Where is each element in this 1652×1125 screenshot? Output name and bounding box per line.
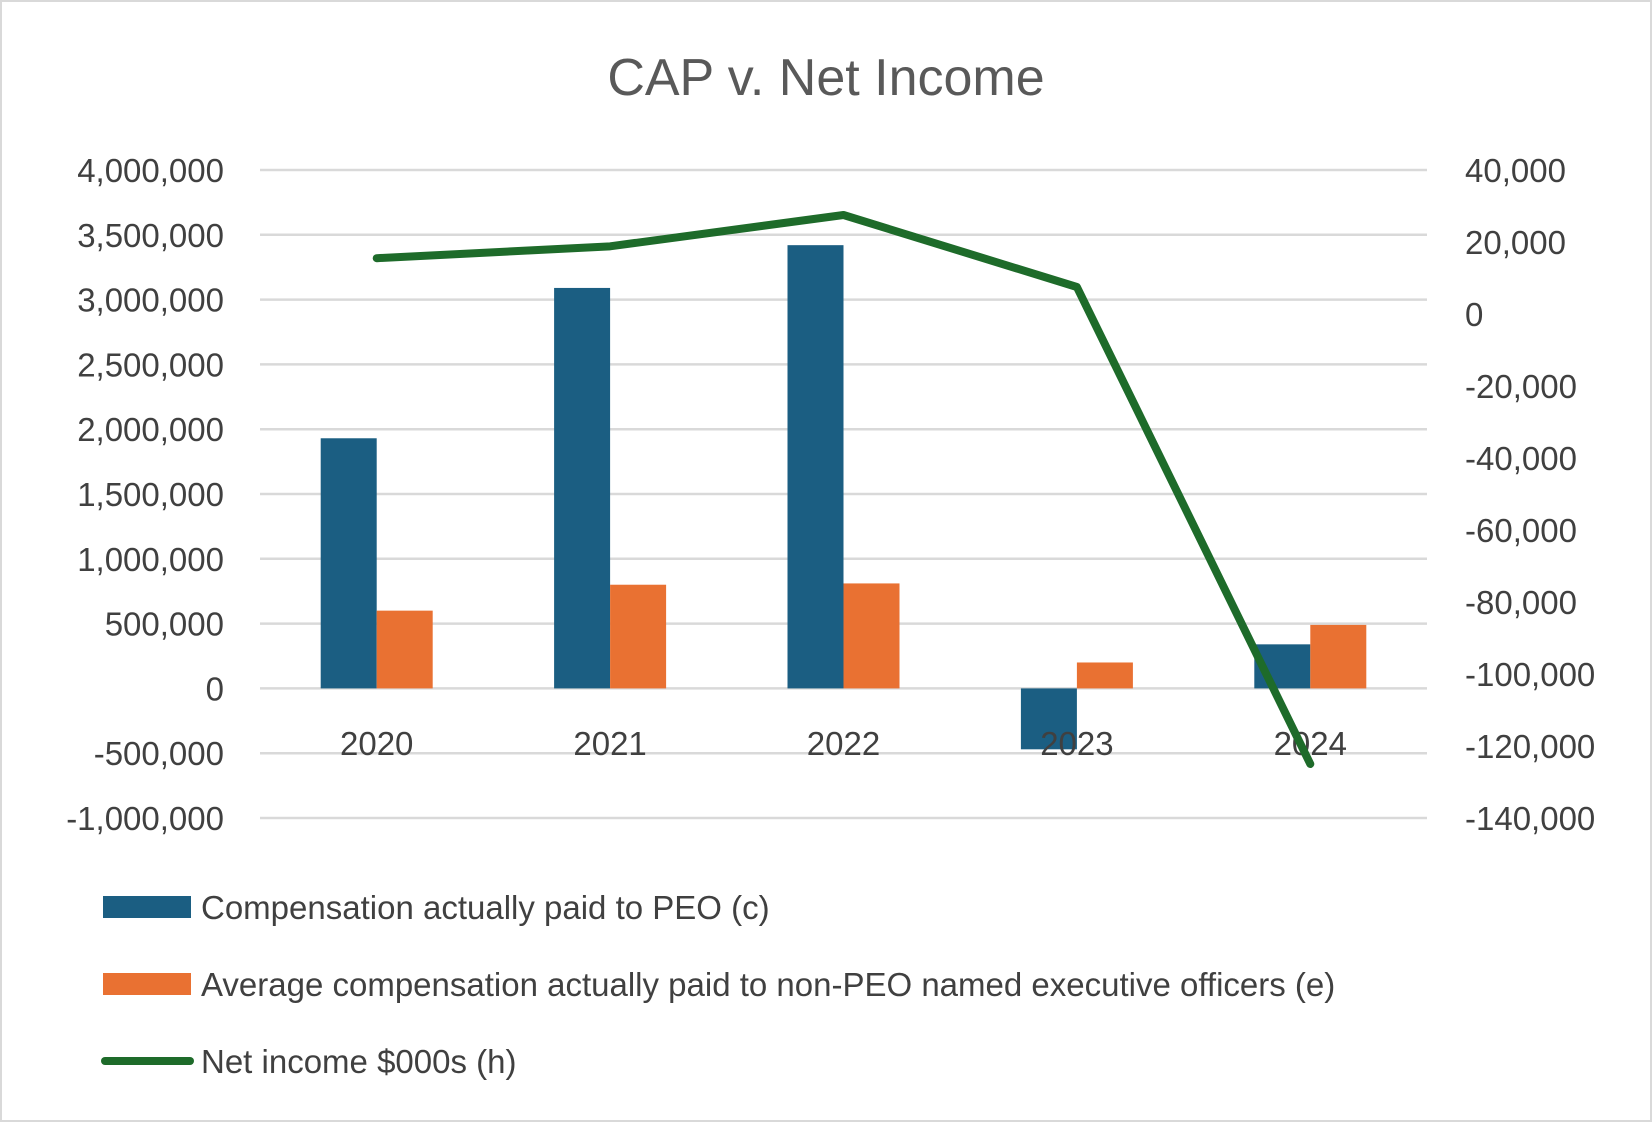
bar-non-peo xyxy=(1076,662,1133,689)
bar-non-peo xyxy=(1310,624,1367,689)
right-axis: 40,000 20,000 0 -20,000 -40,000 -60,000 -80,00… xyxy=(1465,152,1595,837)
left-tick-label: 3,500,000 xyxy=(77,217,224,254)
left-tick-label: 1,000,000 xyxy=(77,541,224,578)
left-tick-label: 3,000,000 xyxy=(77,282,224,319)
net-income-line-layer xyxy=(372,211,1315,768)
right-tick-label: 0 xyxy=(1465,296,1483,333)
right-tick-label: -120,000 xyxy=(1465,728,1595,765)
bar-peo xyxy=(320,438,377,689)
left-tick-label: -500,000 xyxy=(94,735,224,772)
legend-label: Average compensation actually paid to no… xyxy=(201,966,1335,1003)
category-label: 2022 xyxy=(807,725,880,762)
left-tick-label: 1,500,000 xyxy=(77,476,224,513)
left-axis: 4,000,000 3,500,000 3,000,000 2,500,000 2,00… xyxy=(66,152,224,837)
bar-peo xyxy=(787,245,844,689)
category-label: 2020 xyxy=(340,725,413,762)
legend-swatch-peo xyxy=(103,896,191,918)
left-tick-label: 2,500,000 xyxy=(77,346,224,383)
bar-peo xyxy=(1020,688,1077,750)
right-tick-label: -80,000 xyxy=(1465,584,1577,621)
left-tick-label: -1,000,000 xyxy=(66,800,224,837)
bar-non-peo xyxy=(843,583,900,689)
legend-label: Compensation actually paid to PEO (c) xyxy=(201,889,770,926)
right-tick-label: -40,000 xyxy=(1465,440,1577,477)
right-tick-label: 40,000 xyxy=(1465,152,1566,189)
bars xyxy=(320,245,1367,750)
legend: Compensation actually paid to PEO (c) Ave… xyxy=(101,889,1335,1080)
right-tick-label: -60,000 xyxy=(1465,512,1577,549)
right-tick-label: -100,000 xyxy=(1465,656,1595,693)
category-labels: 2020 2021 2022 2023 2024 xyxy=(340,725,1347,762)
legend-swatch-non-peo xyxy=(103,973,191,995)
legend-label: Net income $000s (h) xyxy=(201,1043,516,1080)
net-income-line xyxy=(372,211,1315,768)
bar-non-peo xyxy=(376,610,433,689)
bar-peo xyxy=(554,287,611,689)
chart-title: CAP v. Net Income xyxy=(607,49,1044,107)
right-tick-label: -20,000 xyxy=(1465,368,1577,405)
left-tick-label: 2,000,000 xyxy=(77,411,224,448)
bar-non-peo xyxy=(610,584,667,689)
left-tick-label: 4,000,000 xyxy=(77,152,224,189)
category-label: 2021 xyxy=(573,725,646,762)
left-tick-label: 500,000 xyxy=(105,606,224,643)
category-label: 2023 xyxy=(1040,725,1113,762)
right-tick-label: -140,000 xyxy=(1465,800,1595,837)
left-tick-label: 0 xyxy=(206,670,224,707)
right-tick-label: 20,000 xyxy=(1465,224,1566,261)
